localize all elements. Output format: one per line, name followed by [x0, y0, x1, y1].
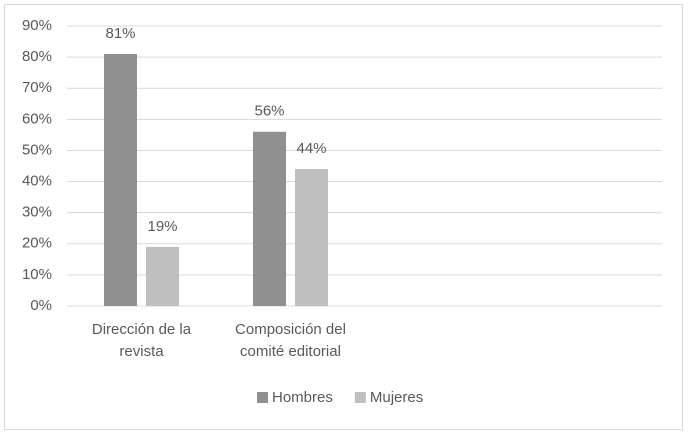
bar: [146, 246, 179, 306]
y-tick-label: 30%: [22, 204, 52, 221]
y-tick-label: 50%: [22, 141, 52, 158]
y-tick-label: 60%: [22, 110, 52, 127]
y-tick-label: 40%: [22, 173, 52, 190]
legend-label: Hombres: [272, 389, 333, 406]
x-tick-label: Dirección de la revista: [91, 321, 192, 360]
legend-swatch: [354, 392, 366, 403]
data-label: 81%: [105, 25, 135, 42]
y-tick-label: 10%: [22, 266, 52, 283]
data-label: 19%: [147, 218, 177, 235]
y-tick-label: 80%: [22, 48, 52, 65]
data-label: 44%: [296, 140, 326, 157]
y-tick-label: 70%: [22, 79, 52, 96]
legend-swatch: [257, 392, 268, 403]
data-label: 56%: [254, 103, 284, 120]
legend-label: Mujeres: [370, 389, 423, 406]
y-tick-label: 0%: [30, 297, 52, 314]
bar: [295, 169, 328, 306]
y-tick-label: 90%: [22, 17, 52, 34]
x-tick-label: Composición del comité editorial: [235, 321, 346, 360]
bar: [253, 131, 286, 306]
y-tick-label: 20%: [22, 235, 52, 252]
bar: [104, 54, 137, 306]
